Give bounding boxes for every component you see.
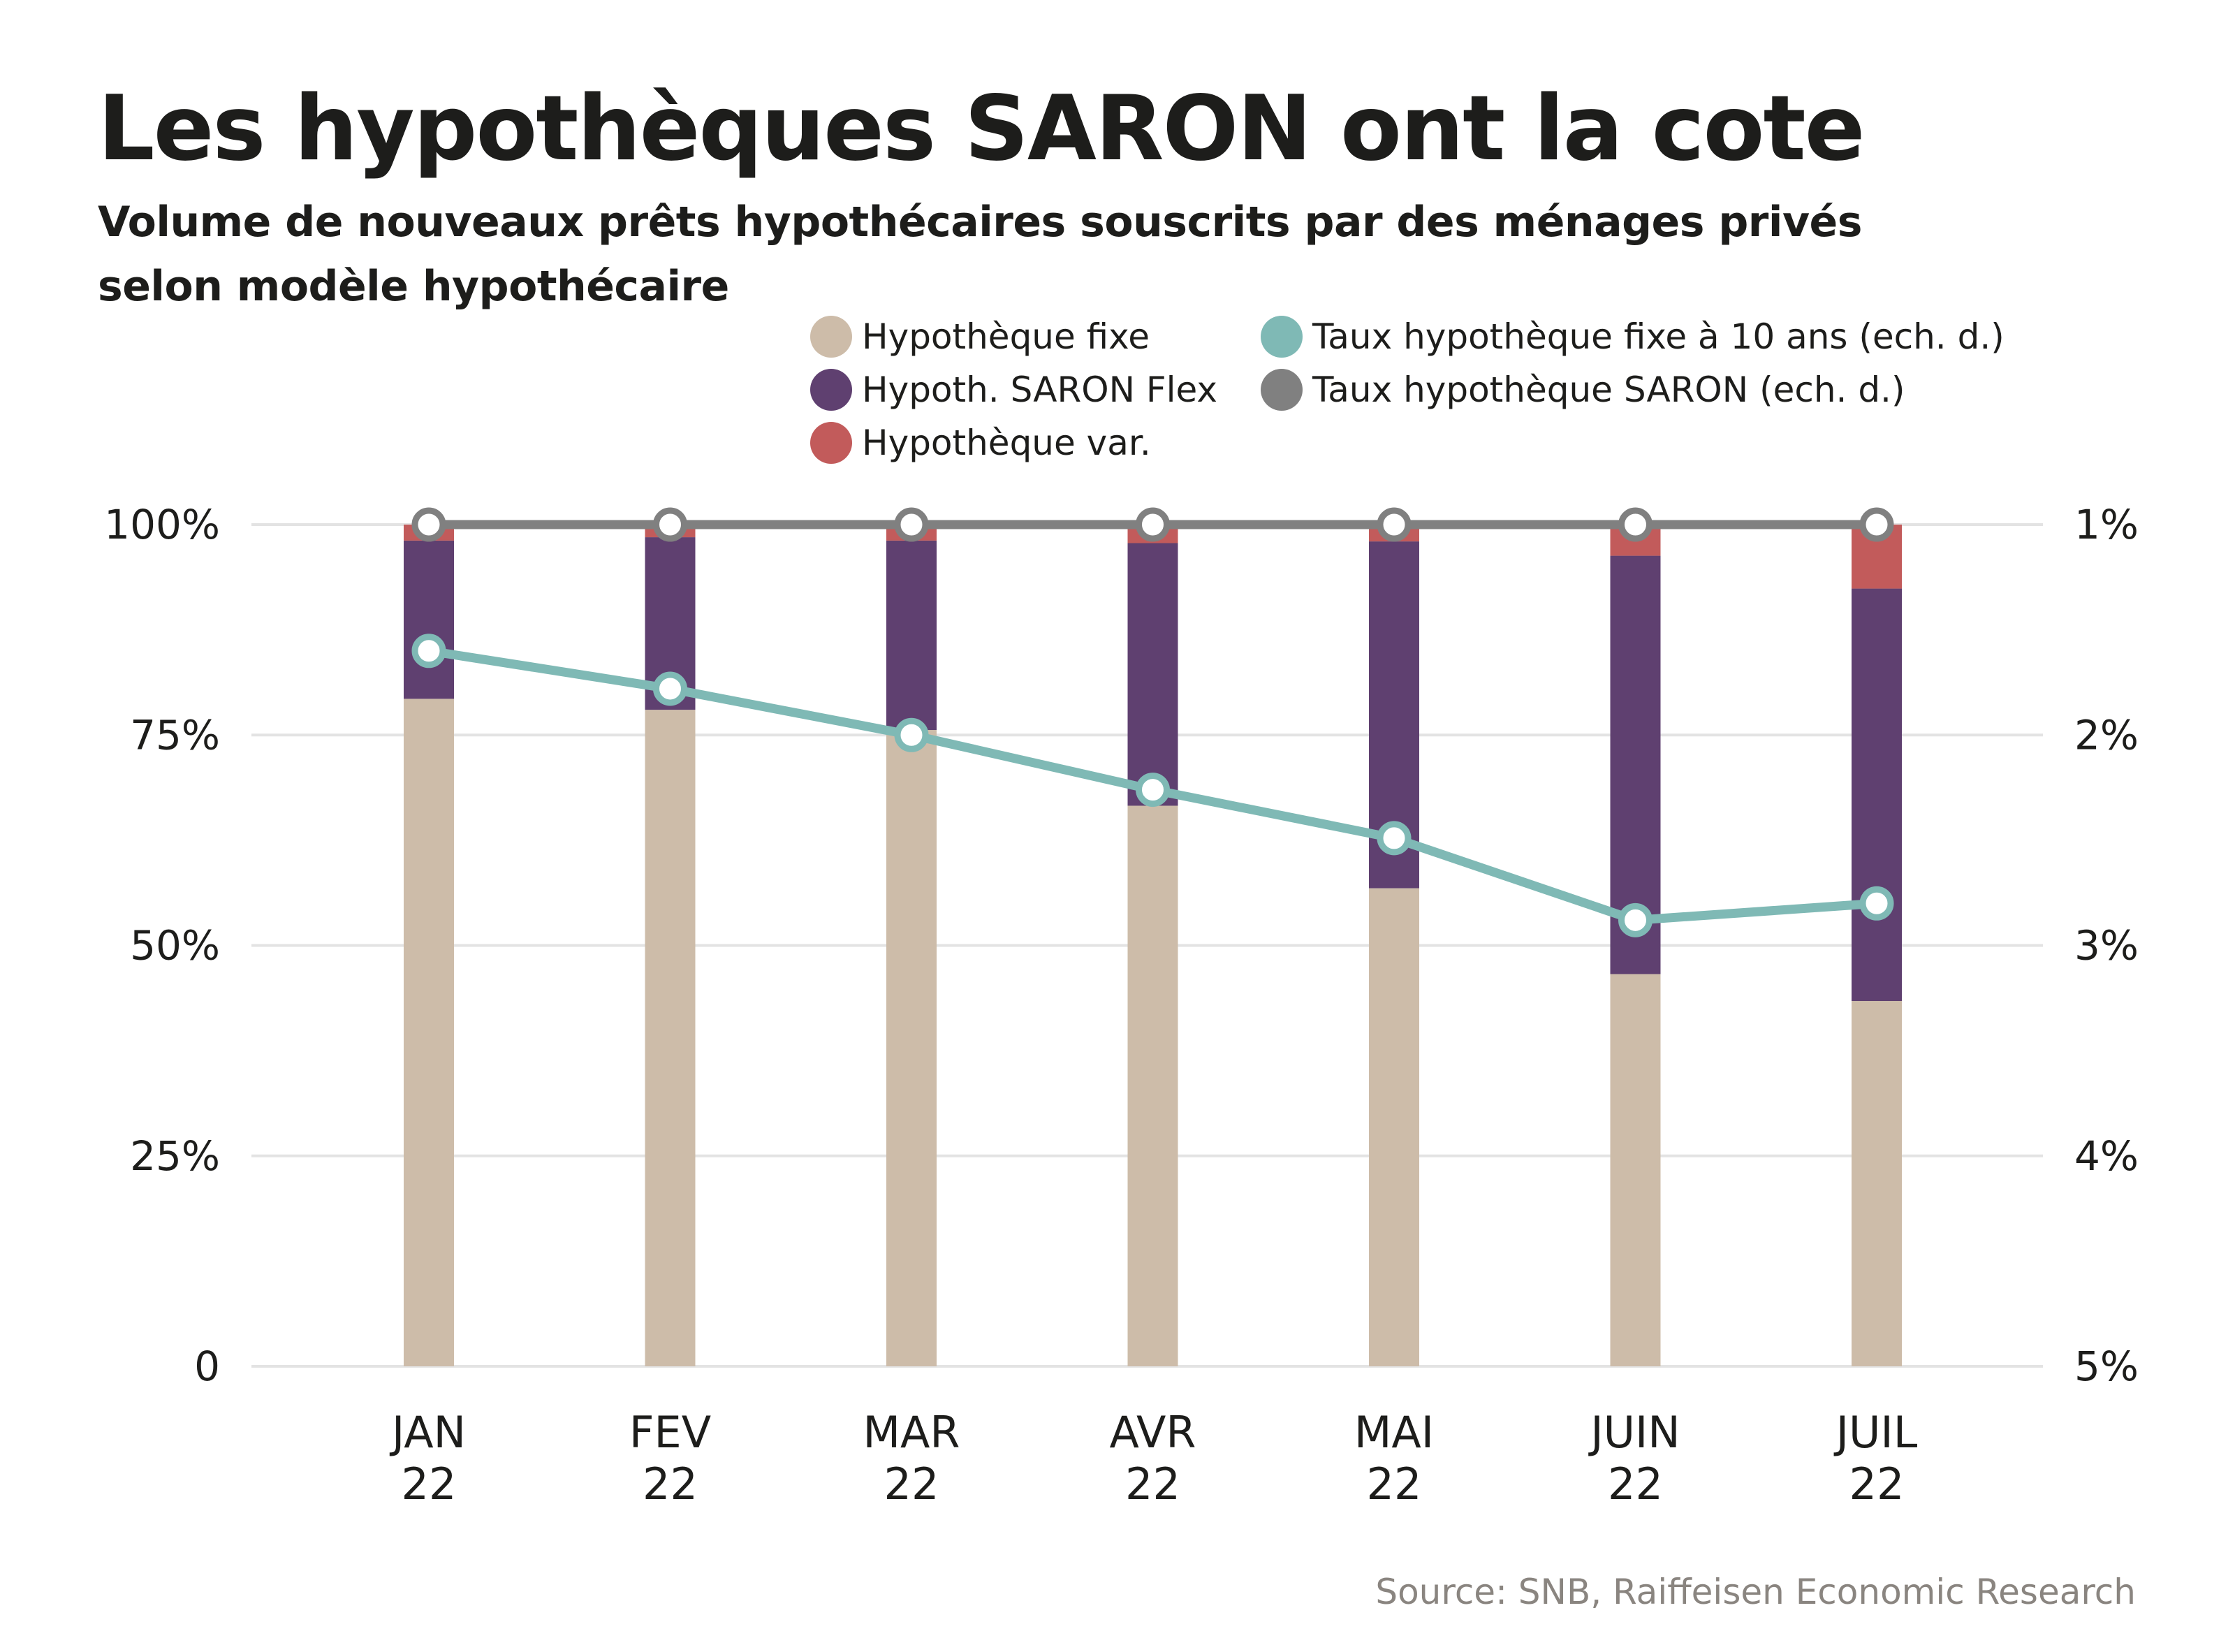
legend-label: Hypoth. SARON Flex bbox=[862, 370, 1217, 410]
y-left-tick-label: 75% bbox=[130, 711, 220, 759]
bar-segment bbox=[886, 730, 937, 1366]
x-tick-label-year: 22 bbox=[1125, 1459, 1180, 1510]
bar-segment bbox=[1127, 805, 1178, 1366]
legend-label: Taux hypothèque SARON (ech. d.) bbox=[1312, 370, 1905, 410]
data-point-marker bbox=[1859, 507, 1894, 542]
y-left-tick-label: 25% bbox=[130, 1132, 220, 1180]
y-left-tick-label: 100% bbox=[104, 501, 220, 548]
y-right-tick-label: 4% bbox=[2074, 1132, 2139, 1180]
data-point-marker bbox=[1618, 507, 1653, 542]
bars bbox=[404, 525, 1902, 1366]
circle-swatch-icon bbox=[810, 316, 852, 358]
y-right-tick-label: 2% bbox=[2074, 711, 2139, 759]
x-tick-label-year: 22 bbox=[1608, 1459, 1663, 1510]
x-tick-label: JUIN bbox=[1588, 1407, 1680, 1458]
x-tick-label-year: 22 bbox=[402, 1459, 457, 1510]
x-tick-label: AVR bbox=[1110, 1407, 1196, 1458]
legend-item-hypotheque-var: Hypothèque var. bbox=[810, 422, 1151, 464]
data-point-marker bbox=[653, 671, 687, 706]
bar-segment bbox=[1369, 888, 1419, 1366]
source-note: Source: SNB, Raiffeisen Economic Researc… bbox=[1375, 1572, 2136, 1612]
legend-label: Hypothèque fixe bbox=[862, 316, 1150, 357]
x-tick-label-year: 22 bbox=[884, 1459, 939, 1510]
y-right-tick-label: 3% bbox=[2074, 922, 2139, 970]
data-point-marker bbox=[1859, 886, 1894, 921]
bar-segment bbox=[886, 540, 937, 731]
x-tick-label-year: 22 bbox=[1849, 1459, 1905, 1510]
lines bbox=[411, 507, 1894, 937]
y-axis-right: 1% 2% 3% 4% 5% bbox=[2074, 501, 2139, 1390]
legend-label: Hypothèque var. bbox=[862, 423, 1151, 463]
y-right-tick-label: 5% bbox=[2074, 1343, 2139, 1390]
legend-item-saron-flex: Hypoth. SARON Flex bbox=[810, 369, 1217, 411]
circle-swatch-icon bbox=[810, 422, 852, 464]
x-tick-label: FEV bbox=[629, 1407, 711, 1458]
legend-item-taux-fixe-10-ans: Taux hypothèque fixe à 10 ans (ech. d.) bbox=[1261, 316, 2005, 358]
bar-segment bbox=[1852, 588, 1902, 1002]
x-tick-label: JUIL bbox=[1833, 1407, 1918, 1458]
data-point-marker bbox=[1377, 507, 1412, 542]
chart-subtitle: Volume de nouveaux prêts hypothécaires s… bbox=[98, 198, 1862, 311]
x-tick-label-year: 22 bbox=[643, 1459, 698, 1510]
bar-segment bbox=[645, 710, 696, 1366]
data-point-marker bbox=[1136, 507, 1170, 542]
data-point-marker bbox=[653, 507, 687, 542]
data-point-marker bbox=[1136, 773, 1170, 807]
data-point-marker bbox=[1377, 821, 1412, 856]
bar-segment bbox=[1852, 1001, 1902, 1366]
legend-item-taux-saron: Taux hypothèque SARON (ech. d.) bbox=[1261, 369, 1905, 411]
y-left-tick-label: 50% bbox=[130, 922, 220, 970]
chart-title: Les hypothèques SARON ont la cote bbox=[98, 77, 1865, 181]
data-point-marker bbox=[894, 717, 929, 752]
x-tick-label: MAR bbox=[863, 1407, 960, 1458]
circle-swatch-icon bbox=[810, 369, 852, 411]
circle-swatch-icon bbox=[1261, 369, 1303, 411]
data-point-marker bbox=[1618, 902, 1653, 937]
data-point-marker bbox=[411, 634, 446, 668]
y-axis-left: 0 25% 50% 75% 100% bbox=[104, 501, 220, 1390]
x-tick-label: MAI bbox=[1354, 1407, 1434, 1458]
y-right-tick-label: 1% bbox=[2074, 501, 2139, 548]
bar-segment bbox=[404, 540, 454, 699]
bar-segment bbox=[404, 699, 454, 1366]
data-point-marker bbox=[411, 507, 446, 542]
bar-segment bbox=[1127, 543, 1178, 806]
legend-label: Taux hypothèque fixe à 10 ans (ech. d.) bbox=[1312, 316, 2005, 357]
x-tick-label: JAN bbox=[389, 1407, 466, 1458]
y-left-tick-label: 0 bbox=[194, 1343, 220, 1390]
circle-swatch-icon bbox=[1261, 316, 1303, 358]
bar-segment bbox=[1610, 974, 1661, 1366]
data-point-marker bbox=[894, 507, 929, 542]
x-tick-label-year: 22 bbox=[1367, 1459, 1422, 1510]
legend-item-hypotheque-fixe: Hypothèque fixe bbox=[810, 316, 1150, 358]
